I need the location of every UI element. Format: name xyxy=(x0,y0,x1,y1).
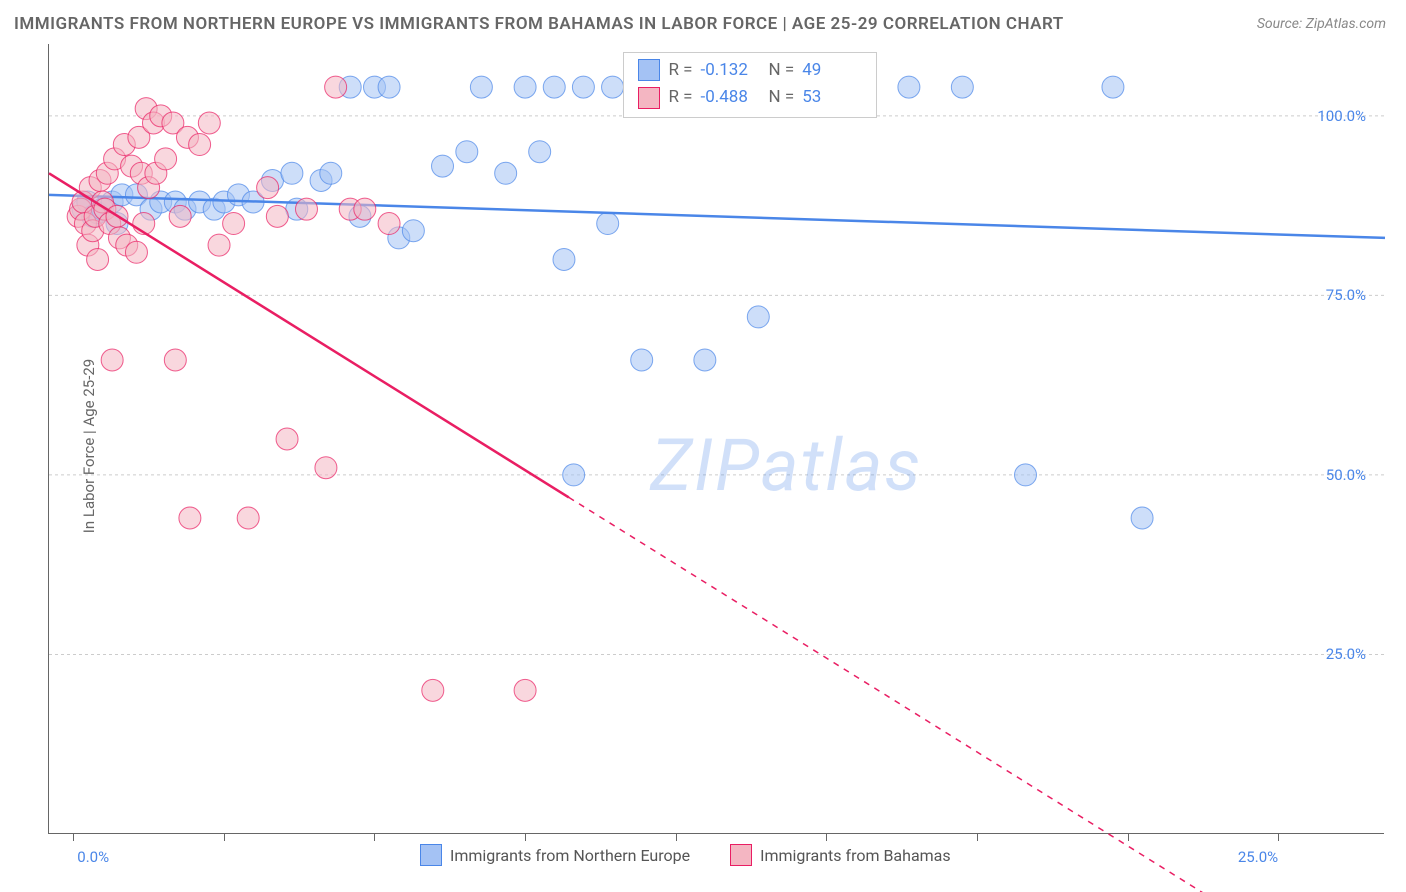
chart-title: IMMIGRANTS FROM NORTHERN EUROPE VS IMMIG… xyxy=(14,14,1064,34)
scatter-point xyxy=(898,76,920,98)
legend-item[interactable]: Immigrants from Northern Europe xyxy=(420,844,690,866)
x-tick-mark xyxy=(977,833,978,841)
y-tick-label: 50.0% xyxy=(1326,466,1366,484)
scatter-point xyxy=(514,76,536,98)
scatter-point xyxy=(694,349,716,371)
scatter-point xyxy=(315,457,337,479)
stats-r-value: -0.488 xyxy=(701,84,761,111)
stats-row: R = -0.488 N = 53 xyxy=(638,84,862,111)
scatter-point xyxy=(378,76,400,98)
legend: Immigrants from Northern Europe Immigrant… xyxy=(420,844,951,866)
scatter-point xyxy=(164,349,186,371)
scatter-point xyxy=(514,679,536,701)
scatter-point xyxy=(1102,76,1124,98)
scatter-point xyxy=(208,234,230,256)
scatter-point xyxy=(747,306,769,328)
scatter-point xyxy=(281,162,303,184)
scatter-point xyxy=(1014,464,1036,486)
scatter-point xyxy=(155,148,177,170)
scatter-point xyxy=(223,213,245,235)
scatter-point xyxy=(257,177,279,199)
stats-n-label: N = xyxy=(769,57,795,84)
correlation-chart: IMMIGRANTS FROM NORTHERN EUROPE VS IMMIG… xyxy=(0,0,1406,892)
scatter-point xyxy=(179,507,201,529)
scatter-point xyxy=(597,213,619,235)
x-tick-label: 25.0% xyxy=(1238,848,1278,866)
stats-n-label: N = xyxy=(769,84,795,111)
y-tick-label: 25.0% xyxy=(1326,645,1366,663)
stats-n-value: 53 xyxy=(802,84,862,111)
y-tick-label: 75.0% xyxy=(1326,286,1366,304)
scatter-point xyxy=(602,76,624,98)
source-attribution[interactable]: Source: ZipAtlas.com xyxy=(1257,16,1386,32)
y-tick-label: 100.0% xyxy=(1317,107,1366,125)
stats-row: R = -0.132 N = 49 xyxy=(638,57,862,84)
scatter-point xyxy=(470,76,492,98)
scatter-point xyxy=(572,76,594,98)
x-tick-mark xyxy=(224,833,225,841)
legend-item[interactable]: Immigrants from Bahamas xyxy=(730,844,951,866)
scatter-point xyxy=(1131,507,1153,529)
scatter-point xyxy=(354,198,376,220)
scatter-point xyxy=(543,76,565,98)
scatter-point xyxy=(101,349,123,371)
stats-swatch xyxy=(638,59,660,81)
scatter-point xyxy=(276,428,298,450)
scatter-point xyxy=(495,162,517,184)
x-tick-mark xyxy=(1128,833,1129,841)
scatter-point xyxy=(631,349,653,371)
scatter-point xyxy=(189,134,211,156)
scatter-point xyxy=(422,679,444,701)
scatter-point xyxy=(432,155,454,177)
plot-svg xyxy=(49,44,1384,833)
stats-r-value: -0.132 xyxy=(701,57,761,84)
scatter-point xyxy=(295,198,317,220)
plot-area: ZIPatlas R =-0.132N =49R =-0.488N =53 25… xyxy=(48,44,1384,834)
scatter-point xyxy=(266,205,288,227)
legend-label: Immigrants from Bahamas xyxy=(760,846,951,865)
x-tick-mark xyxy=(374,833,375,841)
x-tick-label: 0.0% xyxy=(77,848,109,866)
scatter-point xyxy=(553,248,575,270)
x-tick-mark xyxy=(676,833,677,841)
x-tick-mark xyxy=(1278,833,1279,841)
scatter-point xyxy=(237,507,259,529)
legend-swatch xyxy=(730,844,752,866)
scatter-point xyxy=(378,213,400,235)
legend-label: Immigrants from Northern Europe xyxy=(450,846,690,865)
scatter-point xyxy=(320,162,342,184)
scatter-point xyxy=(325,76,347,98)
scatter-point xyxy=(563,464,585,486)
legend-swatch xyxy=(420,844,442,866)
correlation-stats-box: R = -0.132 N = 49 R = -0.488 N = 53 xyxy=(623,52,877,118)
trend-line xyxy=(49,195,1385,238)
x-tick-mark xyxy=(826,833,827,841)
scatter-point xyxy=(402,220,424,242)
scatter-point xyxy=(951,76,973,98)
scatter-point xyxy=(125,241,147,263)
stats-n-value: 49 xyxy=(802,57,862,84)
scatter-point xyxy=(87,248,109,270)
x-tick-mark xyxy=(525,833,526,841)
x-tick-mark xyxy=(73,833,74,841)
stats-r-label: R = xyxy=(668,84,692,111)
stats-swatch xyxy=(638,87,660,109)
scatter-point xyxy=(169,205,191,227)
scatter-point xyxy=(456,141,478,163)
scatter-point xyxy=(529,141,551,163)
stats-r-label: R = xyxy=(668,57,692,84)
scatter-point xyxy=(198,112,220,134)
trend-line-solid xyxy=(49,173,569,497)
